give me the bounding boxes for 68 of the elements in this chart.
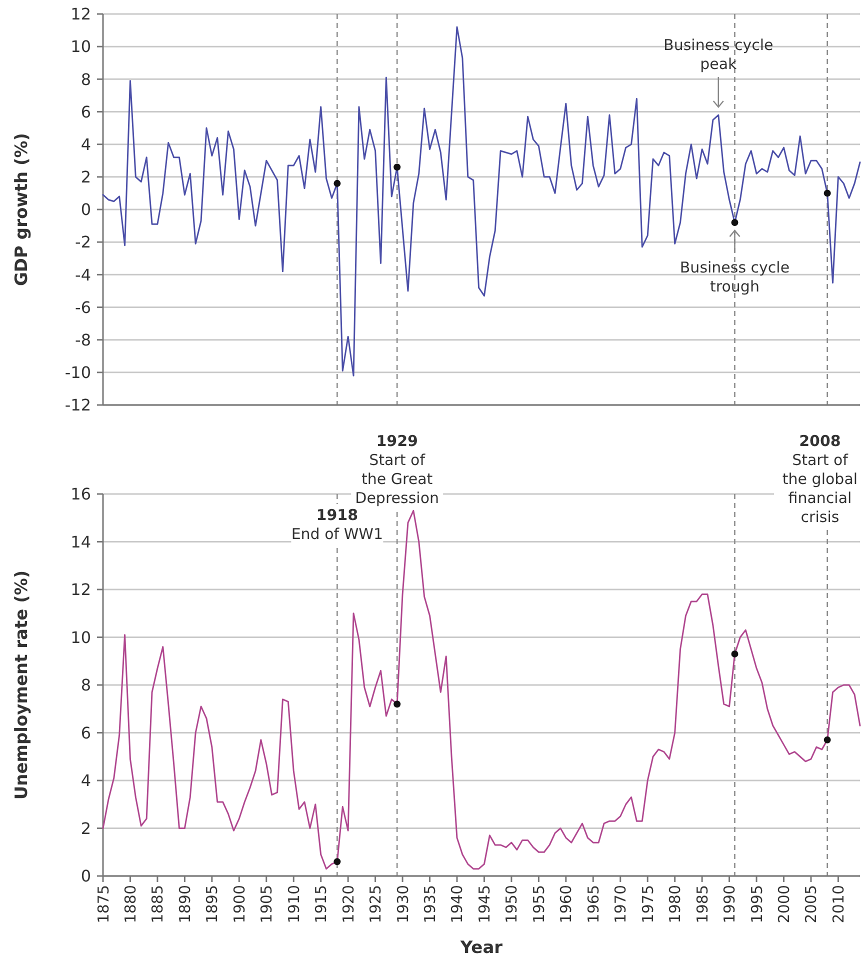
y-tick-label: -12 (64, 396, 91, 415)
y-tick-label: 14 (70, 532, 91, 552)
y-tick-label: 6 (80, 102, 91, 122)
x-tick-label: 1945 (475, 885, 494, 924)
y-tick-label: 0 (80, 866, 91, 886)
x-tick-label: 1890 (176, 885, 194, 924)
x-tick-label: 1995 (748, 885, 766, 924)
y-tick-label: 4 (80, 134, 91, 154)
x-tick-label: 1965 (584, 885, 602, 924)
y-tick-label: 8 (80, 676, 91, 695)
point (394, 164, 401, 171)
y-tick-label: 2 (80, 168, 91, 187)
y-tick-label: -8 (75, 330, 91, 350)
y-tick-label: 0 (80, 200, 91, 220)
x-tick-label: 1970 (612, 885, 630, 924)
ref-line-label: 1929 Start of the Great Depression (355, 432, 440, 507)
x-tick-label: 1910 (284, 885, 303, 924)
y-axis-title: Unemployment rate (%) (12, 570, 32, 800)
x-tick-label: 1960 (557, 885, 576, 924)
annotation: Business cycle peak (664, 36, 774, 74)
y-tick-label: 4 (80, 771, 91, 790)
point (824, 736, 831, 744)
point (731, 650, 738, 658)
x-tick-label: 1880 (121, 885, 140, 924)
y-tick-label: -2 (75, 232, 91, 252)
x-tick-label: 1985 (693, 885, 712, 924)
y-tick-label: 10 (70, 37, 91, 56)
x-tick-label: 1895 (203, 885, 222, 924)
x-tick-label: 1930 (394, 885, 412, 924)
y-axis-title: GDP growth (%) (12, 132, 32, 286)
x-tick-label: 1990 (720, 885, 739, 924)
point (334, 858, 341, 866)
line-series (102, 510, 861, 870)
y-tick-label: 16 (70, 484, 91, 504)
y-tick-label: -6 (75, 298, 91, 317)
y-tick-label: 2 (80, 818, 91, 838)
x-tick-label: 1975 (638, 885, 657, 924)
y-tick-label: 10 (70, 628, 91, 647)
x-tick-label: 1885 (148, 885, 167, 924)
x-tick-label: 1955 (530, 885, 548, 924)
y-tick-label: 8 (80, 70, 91, 89)
x-tick-label: 2010 (829, 885, 848, 924)
y-tick-label: 12 (70, 4, 91, 24)
x-tick-label: 1875 (94, 885, 112, 924)
y-tick-label: -10 (64, 363, 91, 382)
annotation: Business cycle trough (680, 258, 790, 296)
x-tick-label: 2005 (802, 885, 820, 924)
x-tick-label: 1915 (312, 885, 330, 924)
x-tick-label: 1925 (366, 885, 385, 924)
line-series (102, 26, 861, 376)
ref-line-label: 1918 End of WW1 (291, 506, 384, 543)
x-axis-title: Year (459, 938, 504, 958)
x-tick-label: 2000 (775, 885, 794, 924)
y-tick-label: 12 (70, 580, 91, 600)
x-tick-label: 1900 (230, 885, 248, 924)
x-tick-label: 1935 (421, 885, 440, 924)
y-tick-label: 6 (80, 723, 91, 742)
ref-line-label: 2008 Start of the global financial crisis (782, 432, 858, 526)
y-tick-label: -4 (75, 265, 91, 284)
x-tick-label: 1940 (448, 885, 466, 924)
x-tick-label: 1980 (666, 885, 684, 924)
point (334, 180, 341, 187)
point (394, 700, 401, 708)
x-tick-label: 1920 (339, 885, 358, 924)
x-tick-label: 1905 (258, 885, 276, 924)
point (731, 219, 738, 226)
x-tick-label: 1950 (502, 885, 521, 924)
point (824, 190, 831, 197)
